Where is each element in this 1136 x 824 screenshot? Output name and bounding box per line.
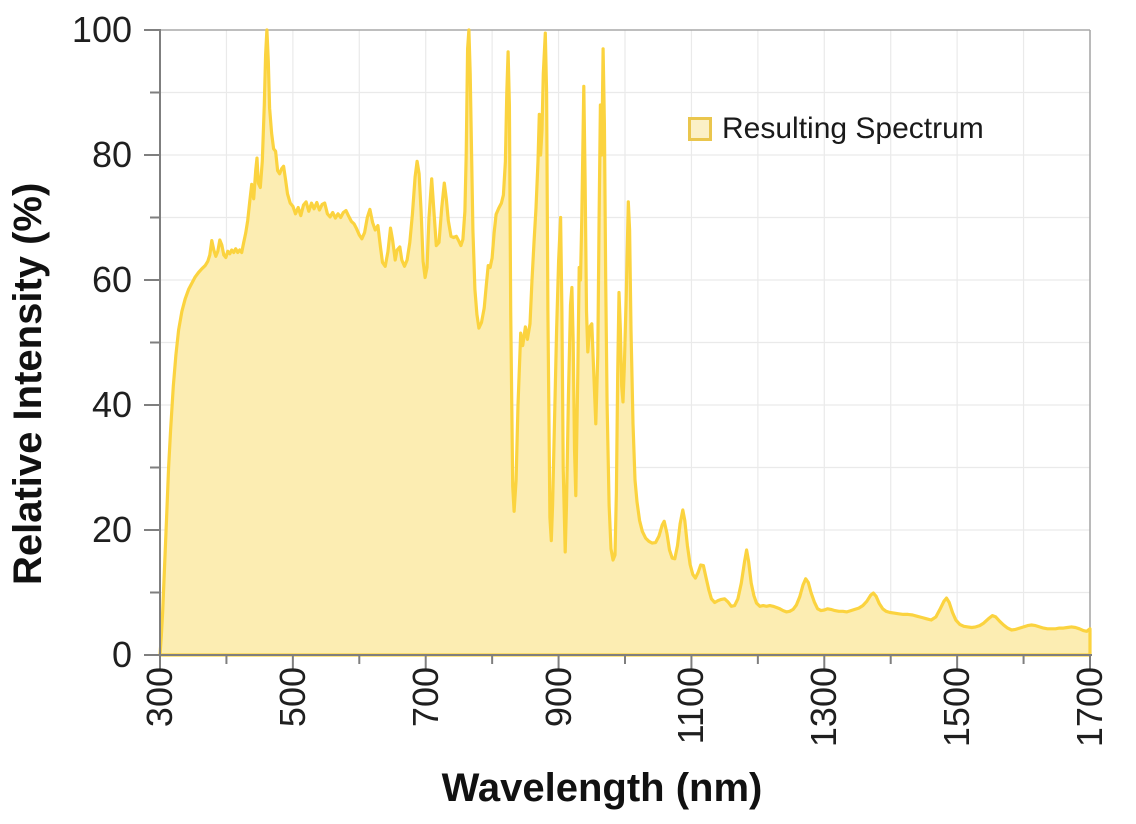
y-tick-label: 100 bbox=[71, 9, 132, 50]
legend-label: Resulting Spectrum bbox=[722, 112, 984, 145]
x-tick-label: 1100 bbox=[670, 667, 712, 745]
x-tick-label: 1300 bbox=[803, 667, 845, 748]
y-tick-label: 80 bbox=[91, 134, 132, 175]
legend: Resulting Spectrum bbox=[688, 114, 984, 144]
x-tick-label: 700 bbox=[404, 667, 446, 728]
x-tick-label: 500 bbox=[271, 667, 313, 728]
y-tick-label: 0 bbox=[111, 634, 132, 675]
y-tick-label: 40 bbox=[91, 384, 132, 425]
y-axis-title: Relative Intensity (%) bbox=[6, 182, 50, 585]
y-tick-label: 60 bbox=[91, 259, 132, 300]
x-tick-label: 300 bbox=[139, 667, 180, 728]
legend-swatch-icon bbox=[688, 117, 712, 141]
x-tick-label: 900 bbox=[537, 667, 579, 728]
y-tick-label: 20 bbox=[91, 509, 132, 550]
x-tick-label: 1700 bbox=[1069, 667, 1110, 748]
x-tick-label: 1500 bbox=[936, 667, 978, 748]
x-axis-title: Wavelength (nm) bbox=[441, 766, 763, 810]
